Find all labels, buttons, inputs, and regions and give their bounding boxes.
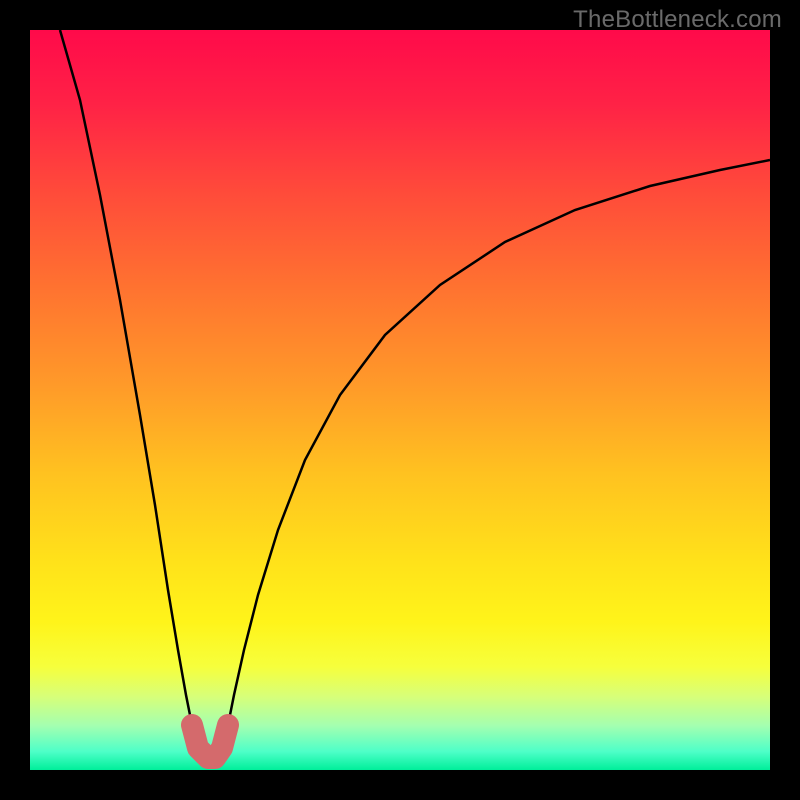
chart-frame: TheBottleneck.com	[0, 0, 800, 800]
gradient-background	[30, 30, 770, 770]
bottleneck-chart	[0, 0, 800, 800]
watermark-text: TheBottleneck.com	[573, 6, 782, 34]
